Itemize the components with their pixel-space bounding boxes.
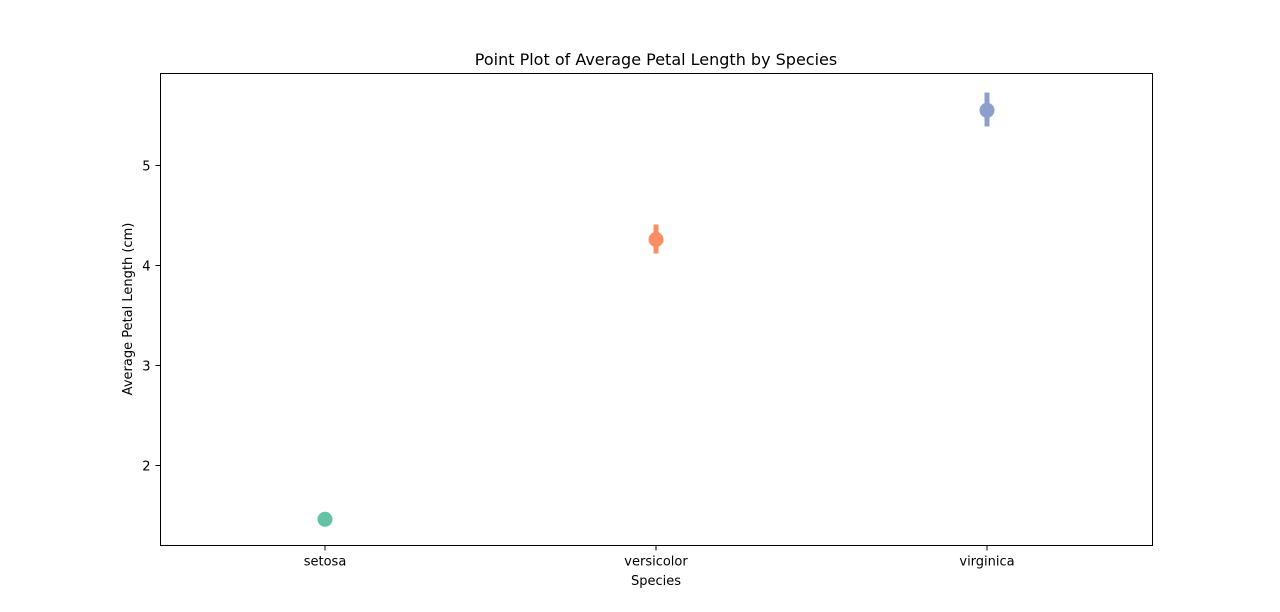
x-tick-label: setosa xyxy=(304,555,347,570)
data-point-versicolor xyxy=(648,232,664,247)
y-tick-label: 2 xyxy=(142,460,150,475)
data-point-virginica xyxy=(979,102,995,118)
y-tick-label: 4 xyxy=(142,260,150,275)
y-tick-label: 5 xyxy=(142,160,150,175)
x-axis: setosa versicolor virginica xyxy=(304,545,1015,570)
data-point-setosa xyxy=(317,511,333,527)
data-points xyxy=(317,92,995,527)
x-tick-label: versicolor xyxy=(624,555,688,570)
y-tick-label: 3 xyxy=(142,360,150,375)
x-tick-label: virginica xyxy=(959,555,1014,570)
chart-title: Point Plot of Average Petal Length by Sp… xyxy=(475,50,837,69)
y-axis: 2 3 4 5 xyxy=(142,160,161,475)
plot-area xyxy=(160,73,1153,546)
x-axis-label: Species xyxy=(631,574,681,589)
y-axis-label: Average Petal Length (cm) xyxy=(121,223,136,396)
